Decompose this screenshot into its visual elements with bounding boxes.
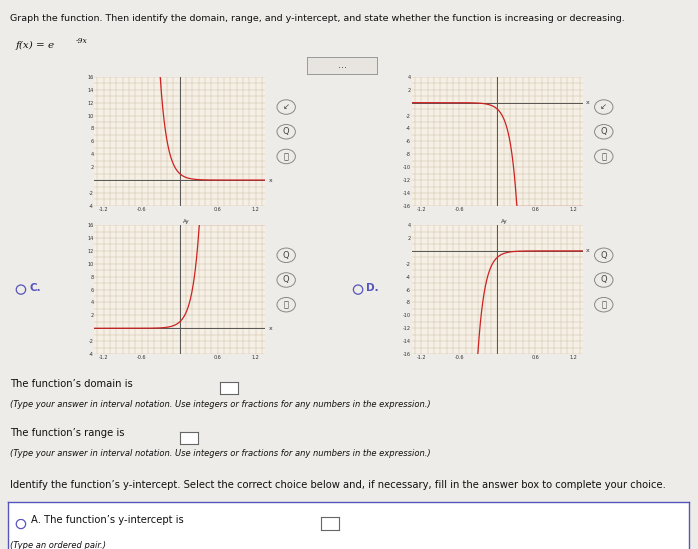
Text: (Type an ordered pair.): (Type an ordered pair.) [10,541,107,549]
Text: ⧉: ⧉ [283,300,289,309]
Text: -9x: -9x [75,37,87,45]
Text: (Type your answer in interval notation. Use integers or fractions for any number: (Type your answer in interval notation. … [10,400,431,408]
Text: D.: D. [366,283,379,293]
Text: Q: Q [283,127,290,136]
Text: Q: Q [600,276,607,284]
Text: (Type your answer in interval notation. Use integers or fractions for any number: (Type your answer in interval notation. … [10,449,431,458]
Text: Graph the function. Then identify the domain, range, and y-intercept, and state : Graph the function. Then identify the do… [10,14,625,23]
Text: A. The function’s y-intercept is: A. The function’s y-intercept is [31,515,184,525]
Text: x: x [269,326,272,331]
Text: Q: Q [283,251,290,260]
Text: Ay: Ay [500,220,507,225]
Text: ↙: ↙ [600,103,607,111]
Text: Q: Q [283,276,290,284]
Text: f(x) = e: f(x) = e [15,41,54,51]
Text: Q: Q [600,251,607,260]
Text: The function’s domain is: The function’s domain is [10,379,133,389]
Text: x: x [586,248,590,254]
Text: ⧉: ⧉ [601,152,607,161]
Text: ⧉: ⧉ [283,152,289,161]
Text: C.: C. [29,283,41,293]
Text: ⧉: ⧉ [601,300,607,309]
Text: Ay: Ay [183,220,190,225]
Text: ...: ... [338,60,346,70]
Text: Q: Q [600,127,607,136]
Text: The function’s range is: The function’s range is [10,428,125,438]
Text: Identify the function’s y-intercept. Select the correct choice below and, if nec: Identify the function’s y-intercept. Sel… [10,480,667,490]
Text: x: x [269,177,272,183]
Text: ↙: ↙ [283,103,290,111]
Text: x: x [586,100,590,105]
